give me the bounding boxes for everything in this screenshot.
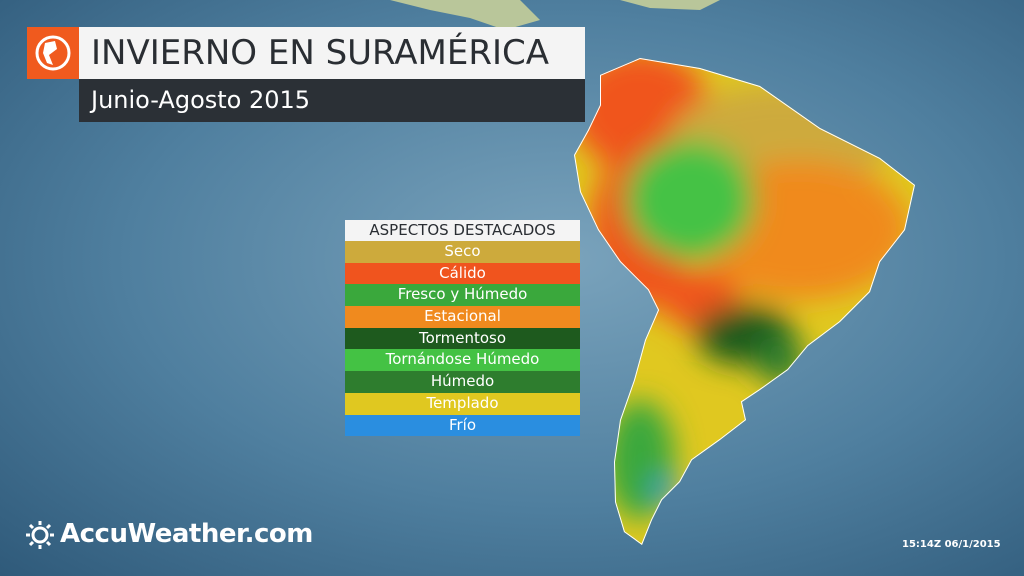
legend-item: Cálido — [345, 262, 580, 285]
title: INVIERNO EN SURAMÉRICA — [79, 27, 585, 79]
legend-item: Frío — [345, 414, 580, 437]
subtitle: Junio-Agosto 2015 — [79, 79, 585, 122]
legend-item: Tornándose Húmedo — [345, 349, 580, 372]
legend: ASPECTOS DESTACADOS Seco Cálido Fresco y H… — [345, 220, 580, 437]
legend-item: Estacional — [345, 306, 580, 328]
legend-title: ASPECTOS DESTACADOS — [345, 220, 580, 241]
legend-item: Seco — [345, 241, 580, 263]
south-america — [574, 58, 915, 545]
caribbean — [620, 0, 720, 10]
brand: AccuWeather.com — [60, 519, 313, 549]
legend-item: Húmedo — [345, 371, 580, 393]
timestamp: 15:14Z 06/1/2015 — [902, 539, 1001, 550]
globe-icon — [27, 27, 79, 79]
legend-item: Tormentoso — [345, 327, 580, 350]
legend-item: Fresco y Húmedo — [345, 284, 580, 307]
logo-icon — [26, 521, 54, 549]
legend-item: Templado — [345, 392, 580, 415]
central-america — [390, 0, 540, 30]
